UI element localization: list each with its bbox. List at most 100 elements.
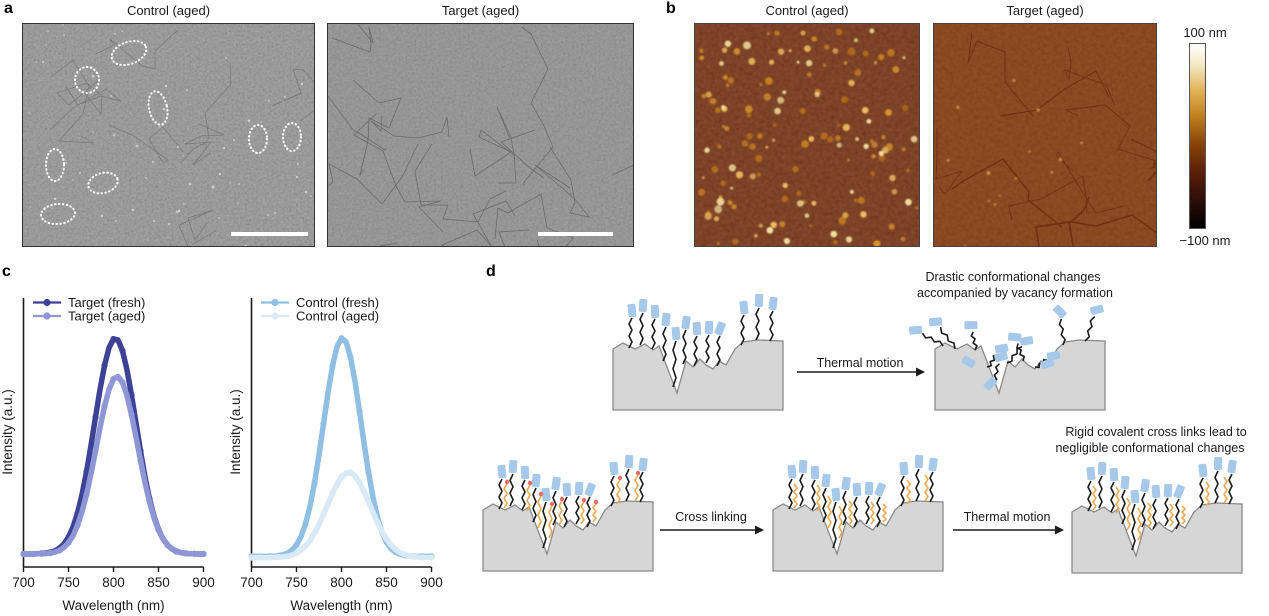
ligand-chain bbox=[624, 454, 634, 502]
ligand-head bbox=[1198, 463, 1208, 478]
crosslinker-chain bbox=[537, 491, 544, 529]
pl-spectrum-chart-control: 700 750 800 850 900 Wavelength (nm) Intensity … bbox=[228, 295, 443, 613]
crosslinker-chain bbox=[1092, 485, 1097, 511]
ligand-head bbox=[852, 482, 862, 497]
ligand-chain bbox=[1163, 483, 1173, 527]
crosslinker-chain bbox=[793, 483, 798, 509]
crosslinker-chain bbox=[1169, 503, 1174, 527]
series-marker bbox=[248, 554, 255, 561]
series-marker bbox=[83, 468, 90, 475]
crosslinker-chain bbox=[848, 500, 853, 526]
series-marker bbox=[191, 550, 198, 557]
perovskite-surface bbox=[482, 500, 654, 572]
series-marker bbox=[200, 550, 207, 558]
afm-grain-lines bbox=[935, 32, 1156, 246]
legend-marker bbox=[271, 312, 279, 320]
crosslinker-chain bbox=[558, 496, 565, 526]
ligand-chain bbox=[681, 315, 691, 365]
series-marker bbox=[182, 550, 189, 557]
ligand-chain bbox=[638, 298, 648, 346]
ligand-chain bbox=[928, 317, 956, 350]
ligand-chain bbox=[1151, 484, 1161, 530]
series-marker bbox=[311, 530, 318, 537]
crosslinker-chain bbox=[882, 503, 887, 523]
ligand-chain bbox=[899, 461, 909, 507]
scale-bar bbox=[538, 232, 613, 236]
crosslinker-chain bbox=[634, 470, 641, 502]
x-tick-label: 850 bbox=[375, 575, 398, 590]
ligand-head bbox=[961, 355, 976, 368]
series-marker bbox=[320, 420, 327, 427]
ligand-chain bbox=[520, 465, 530, 511]
x-tick-label: 800 bbox=[330, 575, 353, 590]
y-axis-label: Intensity (a.u.) bbox=[228, 389, 243, 475]
crosslinker-chain bbox=[1126, 497, 1131, 531]
ligand-head bbox=[541, 487, 551, 502]
crosslinker-chain bbox=[592, 499, 599, 523]
ligand-head bbox=[1163, 483, 1173, 498]
series-marker bbox=[320, 511, 327, 518]
ligand-head bbox=[609, 461, 619, 476]
series-marker bbox=[338, 473, 345, 481]
ligand-head bbox=[810, 465, 820, 480]
series-marker bbox=[365, 469, 372, 476]
series-marker bbox=[338, 335, 345, 342]
ligand-chain bbox=[754, 293, 764, 341]
ligand-chain bbox=[609, 461, 619, 507]
crosslinker-chain bbox=[1147, 502, 1152, 528]
series-marker bbox=[365, 498, 372, 505]
ligand-head bbox=[1040, 358, 1055, 370]
ligand-chain bbox=[508, 459, 518, 507]
series-marker bbox=[173, 548, 180, 555]
ligand-chain bbox=[1198, 463, 1208, 509]
caption-rigid-line1: Rigid covalent cross links lead to bbox=[1065, 425, 1246, 439]
ligand-head bbox=[787, 464, 797, 479]
afm-target-title: Target (aged) bbox=[1006, 3, 1084, 18]
ligand-head bbox=[964, 321, 978, 330]
series-marker bbox=[374, 519, 381, 526]
ligand-head bbox=[1046, 350, 1061, 361]
ligand-head bbox=[983, 376, 998, 391]
ligand-head bbox=[739, 300, 749, 315]
reactive-group-dot bbox=[635, 470, 641, 476]
crosslinker-chain bbox=[1181, 505, 1186, 525]
ligand-head bbox=[928, 317, 943, 327]
ligand-chain bbox=[497, 464, 507, 510]
ligand-chain bbox=[661, 312, 671, 362]
ligand-head bbox=[671, 326, 681, 341]
series-marker bbox=[92, 414, 99, 421]
caption-drastic-line1: Drastic conformational changes bbox=[925, 270, 1100, 284]
ligand-head bbox=[562, 482, 572, 497]
series-marker bbox=[128, 411, 135, 418]
ligand-head bbox=[574, 481, 584, 496]
series-marker bbox=[119, 347, 126, 354]
series-marker bbox=[38, 550, 45, 557]
legend-marker bbox=[43, 312, 51, 320]
ligand-chain bbox=[964, 321, 978, 351]
grain-boundaries bbox=[49, 29, 314, 246]
afm-control-title: Control (aged) bbox=[765, 3, 849, 18]
ligand-head bbox=[831, 487, 841, 502]
ligand-head bbox=[1086, 466, 1096, 481]
ligand-head bbox=[692, 321, 702, 336]
ligand-chain bbox=[1084, 304, 1104, 342]
ligand-head bbox=[1019, 336, 1034, 346]
ligand-head bbox=[1007, 332, 1022, 342]
panel-d-label: d bbox=[486, 263, 496, 280]
series-marker bbox=[266, 554, 273, 561]
ligand-chain bbox=[798, 459, 808, 507]
series-marker bbox=[47, 549, 54, 557]
surface-with-crosslinkers bbox=[482, 454, 654, 572]
ligand-chain bbox=[986, 343, 1009, 368]
series-marker bbox=[137, 457, 144, 464]
ligand-head bbox=[821, 473, 831, 488]
x-tick-label: 750 bbox=[285, 575, 308, 590]
ligand-chain bbox=[1053, 304, 1067, 346]
ligand-chain bbox=[739, 300, 749, 346]
ligand-head bbox=[1213, 456, 1223, 471]
crosslinker-chain bbox=[906, 479, 911, 505]
ligand-chain bbox=[541, 487, 551, 549]
series-marker bbox=[146, 498, 153, 505]
ligand-head bbox=[638, 298, 648, 313]
